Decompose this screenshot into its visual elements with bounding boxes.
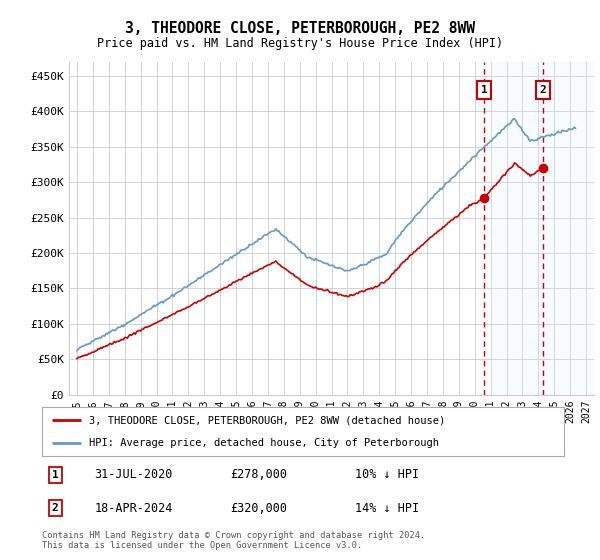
Text: £320,000: £320,000 bbox=[230, 502, 287, 515]
Bar bbox=[491, 62, 594, 395]
Text: 1: 1 bbox=[481, 85, 487, 95]
Text: 2: 2 bbox=[52, 503, 58, 513]
Text: £278,000: £278,000 bbox=[230, 468, 287, 481]
Text: Contains HM Land Registry data © Crown copyright and database right 2024.
This d: Contains HM Land Registry data © Crown c… bbox=[42, 531, 425, 550]
Text: Price paid vs. HM Land Registry's House Price Index (HPI): Price paid vs. HM Land Registry's House … bbox=[97, 37, 503, 50]
Text: 31-JUL-2020: 31-JUL-2020 bbox=[94, 468, 173, 481]
Text: 1: 1 bbox=[52, 470, 58, 480]
Text: 3, THEODORE CLOSE, PETERBOROUGH, PE2 8WW (detached house): 3, THEODORE CLOSE, PETERBOROUGH, PE2 8WW… bbox=[89, 416, 445, 426]
Text: 3, THEODORE CLOSE, PETERBOROUGH, PE2 8WW: 3, THEODORE CLOSE, PETERBOROUGH, PE2 8WW bbox=[125, 21, 475, 36]
Text: HPI: Average price, detached house, City of Peterborough: HPI: Average price, detached house, City… bbox=[89, 438, 439, 448]
Text: 18-APR-2024: 18-APR-2024 bbox=[94, 502, 173, 515]
Text: 2: 2 bbox=[539, 85, 547, 95]
Text: 14% ↓ HPI: 14% ↓ HPI bbox=[355, 502, 419, 515]
Text: 10% ↓ HPI: 10% ↓ HPI bbox=[355, 468, 419, 481]
